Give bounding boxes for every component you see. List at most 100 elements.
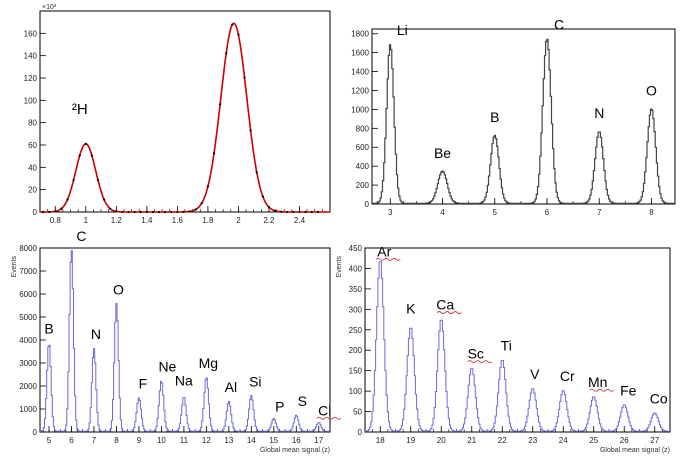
x-tick-label: 4 bbox=[440, 208, 445, 217]
y-tick-label: 1000 bbox=[351, 105, 369, 114]
data-point bbox=[188, 210, 191, 213]
x-tick-label: 26 bbox=[620, 436, 629, 445]
x-tick-label: 18 bbox=[376, 436, 385, 445]
y-tick-label: 40 bbox=[28, 163, 37, 172]
x-tick-label: 20 bbox=[437, 436, 446, 445]
peak-label: C bbox=[76, 228, 86, 244]
peak-label: Cl bbox=[318, 402, 331, 418]
data-point bbox=[200, 201, 203, 205]
peak-label: C bbox=[554, 16, 564, 32]
x-tick-label: 15 bbox=[269, 436, 278, 445]
data-point bbox=[109, 207, 112, 210]
y-tick-label: 800 bbox=[356, 124, 370, 133]
y-tick-label: 50 bbox=[353, 408, 362, 417]
spell-underline bbox=[436, 311, 462, 314]
y-tick-label: 80 bbox=[28, 119, 37, 128]
y-tick-label: 600 bbox=[356, 143, 370, 152]
y-tick-label: 1800 bbox=[351, 30, 369, 39]
x-tick-label: 16 bbox=[292, 436, 301, 445]
y-tick-label: 7000 bbox=[19, 267, 37, 276]
chart-panel-li-to-o: 0 200 400 600 800 1000 1200 1400 1600 1800 3 4 5 6 7 8 L… bbox=[351, 16, 676, 217]
peak-label: Al bbox=[225, 379, 237, 395]
spell-underline bbox=[375, 257, 401, 261]
data-point bbox=[78, 154, 81, 157]
x-tick-label: 7 bbox=[597, 208, 602, 217]
x-tick-label: 10 bbox=[157, 436, 166, 445]
data-point bbox=[243, 76, 246, 79]
data-point bbox=[212, 152, 216, 155]
y-tick-label: 0 bbox=[33, 208, 38, 217]
x-tick-label: 2.4 bbox=[294, 216, 306, 225]
y-tick-label: 160 bbox=[24, 29, 38, 38]
y-tick-label: 8000 bbox=[19, 244, 37, 253]
y-tick-label: 400 bbox=[349, 264, 363, 273]
x-tick-label: 19 bbox=[406, 436, 415, 445]
data-point bbox=[145, 210, 148, 214]
data-point bbox=[194, 208, 197, 211]
x-axis-title: Global mean signal (z) bbox=[600, 447, 670, 454]
y-tick-label: 100 bbox=[349, 387, 363, 396]
data-point bbox=[267, 206, 271, 209]
peak-label: Ar bbox=[377, 243, 391, 259]
plot-frame bbox=[371, 28, 676, 205]
x-tick-label: 17 bbox=[314, 436, 323, 445]
peak-label: Mg bbox=[199, 355, 218, 371]
peak-label: Ti bbox=[501, 337, 512, 353]
y-tick-label: 300 bbox=[349, 305, 363, 314]
data-point bbox=[84, 142, 87, 145]
data-point bbox=[115, 210, 118, 213]
y-multiplier: ×10³ bbox=[42, 4, 57, 11]
y-tick-label: 120 bbox=[24, 74, 38, 83]
data-point bbox=[54, 210, 57, 213]
data-point bbox=[286, 210, 289, 214]
peak-label: Mn bbox=[588, 374, 607, 390]
data-point bbox=[60, 207, 63, 210]
y-tick-label: 1000 bbox=[19, 405, 37, 414]
peak-label: Be bbox=[434, 145, 451, 161]
peak-label: S bbox=[298, 393, 307, 409]
data-point bbox=[66, 198, 69, 201]
spell-underline bbox=[316, 416, 342, 420]
data-point bbox=[280, 210, 283, 213]
x-tick-label: 1.8 bbox=[202, 216, 214, 225]
x-tick-label: 13 bbox=[224, 436, 233, 445]
y-axis-title: Events bbox=[11, 256, 18, 278]
peak-label: Cr bbox=[560, 368, 575, 384]
plot-frame bbox=[364, 247, 671, 433]
data-point bbox=[139, 210, 142, 214]
peak-label: O bbox=[113, 281, 124, 297]
y-tick-label: 350 bbox=[349, 285, 363, 294]
y-tick-label: 450 bbox=[349, 244, 363, 253]
histogram-line bbox=[40, 250, 330, 432]
peak-label: Sc bbox=[468, 346, 484, 362]
peak-label: B bbox=[490, 109, 499, 125]
x-tick-label: 6 bbox=[69, 436, 74, 445]
data-point bbox=[151, 210, 155, 214]
x-tick-label: 8 bbox=[649, 208, 654, 217]
chart-panel-ar-to-co: 0 50 100 150 200 250 300 350 400 450 18 19 20 21 22 23 2… bbox=[336, 243, 671, 454]
data-point bbox=[127, 210, 130, 214]
peak-label: B bbox=[44, 320, 53, 336]
spell-underline bbox=[589, 388, 615, 392]
data-point bbox=[90, 154, 93, 157]
x-tick-label: 5 bbox=[493, 208, 498, 217]
data-point bbox=[133, 210, 136, 214]
histogram-line bbox=[372, 38, 675, 204]
x-tick-label: 25 bbox=[589, 436, 598, 445]
y-tick-label: 200 bbox=[349, 346, 363, 355]
spell-underline bbox=[467, 360, 493, 364]
x-tick-label: 1 bbox=[84, 216, 89, 225]
data-point bbox=[176, 210, 179, 214]
data-point bbox=[225, 52, 228, 55]
data-point bbox=[72, 178, 75, 182]
data-point bbox=[157, 210, 161, 214]
peak-label: Ne bbox=[158, 358, 176, 374]
x-axis-title: Global mean signal (z) bbox=[260, 447, 330, 454]
x-tick-label: 1.2 bbox=[111, 216, 123, 225]
x-tick-label: 21 bbox=[467, 436, 476, 445]
data-point bbox=[96, 178, 100, 182]
x-tick-label: 14 bbox=[247, 436, 256, 445]
data-point bbox=[310, 210, 313, 214]
y-tick-label: 400 bbox=[356, 162, 370, 171]
y-tick-label: 140 bbox=[24, 52, 38, 61]
